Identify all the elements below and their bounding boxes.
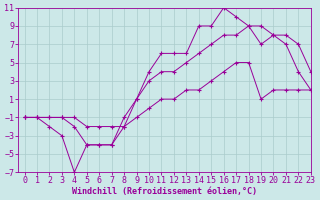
X-axis label: Windchill (Refroidissement éolien,°C): Windchill (Refroidissement éolien,°C): [72, 187, 257, 196]
